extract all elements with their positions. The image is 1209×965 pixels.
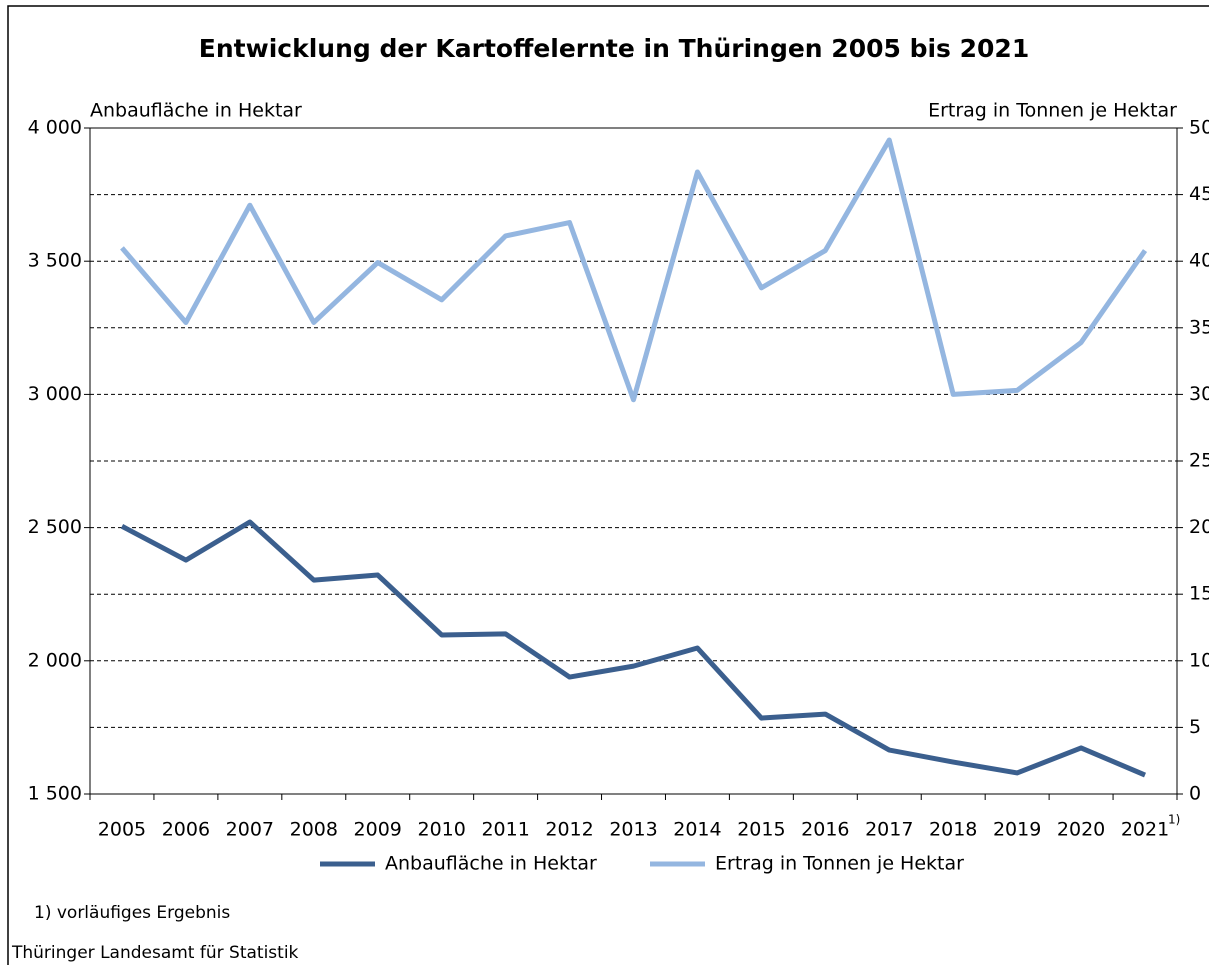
x-tick-label: 2016 [801, 819, 849, 841]
x-tick-label: 2010 [417, 819, 465, 841]
frame [7, 5, 1209, 965]
x-tick-label: 2011 [481, 819, 529, 841]
y2-tick-label: 30 [1189, 383, 1209, 405]
chart-title: Entwicklung der Kartoffelernte in Thürin… [199, 34, 1029, 63]
x-tick-label: 2019 [993, 819, 1041, 841]
x-tick-label: 2015 [737, 819, 785, 841]
y2-tick-label: 25 [1189, 450, 1209, 472]
y-tick-label: 4 000 [28, 117, 82, 139]
x-tick-label: 2014 [673, 819, 721, 841]
x-tick-label: 2013 [609, 819, 657, 841]
y2-tick-label: 20 [1189, 516, 1209, 538]
x-tick-label: 2012 [545, 819, 593, 841]
y2-tick-label: 40 [1189, 250, 1209, 272]
y-tick-label: 1 500 [28, 783, 82, 805]
y-tick-label: 2 500 [28, 516, 82, 538]
y2-axis-label: Ertrag in Tonnen je Hektar [928, 100, 1177, 122]
y2-tick-label: 15 [1189, 583, 1209, 605]
y-axis-label: Anbaufläche in Hektar [90, 100, 302, 122]
y2-tick-label: 0 [1189, 783, 1201, 805]
y2-tick-label: 50 [1189, 117, 1209, 139]
y2-tick-label: 10 [1189, 649, 1209, 671]
y2-tick-label: 5 [1189, 716, 1201, 738]
footnote: 1) vorläufiges Ergebnis [34, 903, 230, 923]
x-tick-label: 2021 [1121, 819, 1169, 841]
y2-tick-label: 45 [1189, 183, 1209, 205]
source: Thüringer Landesamt für Statistik [11, 943, 299, 963]
series-line [120, 519, 1147, 778]
x-tick-label: 2008 [290, 819, 338, 841]
x-tick-label: 2017 [865, 819, 913, 841]
category-note-marker: 1) [1168, 813, 1180, 827]
legend-label: Ertrag in Tonnen je Hektar [715, 853, 964, 875]
x-tick-label: 2020 [1057, 819, 1105, 841]
x-tick-label: 2007 [226, 819, 274, 841]
legend-label: Anbaufläche in Hektar [385, 853, 597, 875]
y-tick-label: 2 000 [28, 649, 82, 671]
x-tick-label: 2018 [929, 819, 977, 841]
x-tick-label: 2006 [162, 819, 210, 841]
y2-tick-label: 35 [1189, 316, 1209, 338]
x-tick-label: 2009 [354, 819, 402, 841]
x-tick-label: 2005 [98, 819, 146, 841]
series-line [120, 137, 1148, 403]
y-tick-label: 3 000 [28, 383, 82, 405]
y-tick-label: 3 500 [28, 250, 82, 272]
